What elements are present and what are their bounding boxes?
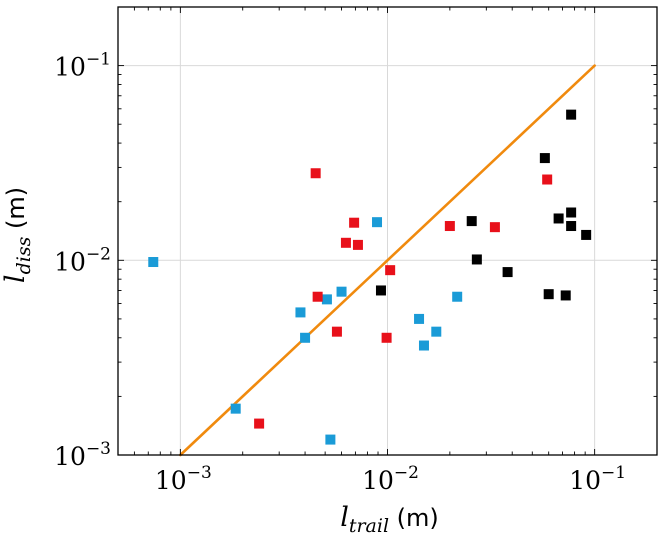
x-tick-labels: 10−3 10−2 10−1	[155, 463, 626, 495]
point-blue-7	[372, 217, 383, 228]
point-red-8	[385, 265, 396, 276]
point-red-2	[312, 291, 323, 302]
point-blue-3	[300, 332, 311, 343]
point-red-4	[340, 237, 351, 248]
x-tick-label-1: 10−2	[362, 463, 419, 495]
point-black-11	[581, 229, 592, 240]
point-black-6	[553, 213, 564, 224]
point-black-8	[566, 109, 577, 120]
point-blue-11	[452, 291, 463, 302]
point-black-4	[539, 153, 550, 164]
point-blue-9	[418, 340, 429, 351]
y-tick-label-2: 10−1	[54, 50, 111, 82]
y-axis-label: ldiss (m)	[0, 187, 35, 283]
point-red-1	[310, 168, 321, 179]
point-red-6	[352, 239, 363, 250]
point-blue-1	[230, 403, 241, 414]
point-blue-5	[325, 434, 336, 445]
gridlines	[118, 7, 657, 456]
point-black-1	[466, 216, 477, 227]
plot-frame	[117, 6, 658, 456]
point-black-2	[471, 254, 482, 265]
point-black-10	[566, 221, 577, 232]
y-tick-label-1: 10−2	[54, 244, 111, 276]
point-red-9	[444, 221, 455, 232]
point-blue-2	[295, 307, 306, 318]
y-axis-label-unit: (m)	[2, 187, 30, 237]
y-axis-label-sub: diss	[13, 236, 35, 274]
x-axis-label-sub: trail	[349, 515, 389, 537]
point-black-3	[502, 267, 513, 278]
point-red-3	[331, 326, 342, 337]
y-axis-label-base: l	[0, 274, 31, 283]
point-black-0	[375, 285, 386, 296]
y-tick-label-0: 10−3	[54, 439, 111, 471]
point-red-7	[381, 332, 392, 343]
point-red-10	[489, 222, 500, 233]
x-tick-label-0: 10−3	[155, 463, 212, 495]
point-blue-4	[321, 294, 332, 305]
point-black-7	[560, 290, 571, 301]
x-axis-label-unit: (m)	[389, 504, 439, 532]
point-black-5	[543, 289, 554, 300]
point-blue-6	[336, 286, 347, 297]
reference-line	[179, 64, 596, 457]
point-black-9	[566, 207, 577, 218]
x-axis-label: ltrail (m)	[340, 502, 439, 537]
y-tick-labels: 10−3 10−2 10−1	[54, 50, 111, 471]
point-red-11	[542, 174, 553, 185]
point-red-5	[349, 217, 360, 228]
point-red-0	[254, 418, 265, 429]
point-blue-10	[431, 326, 442, 337]
point-blue-0	[148, 257, 159, 268]
data-points	[148, 109, 592, 445]
x-axis-label-base: l	[340, 502, 349, 533]
x-tick-label-2: 10−1	[569, 463, 626, 495]
reference-line-group	[179, 64, 596, 457]
point-blue-8	[414, 313, 425, 324]
